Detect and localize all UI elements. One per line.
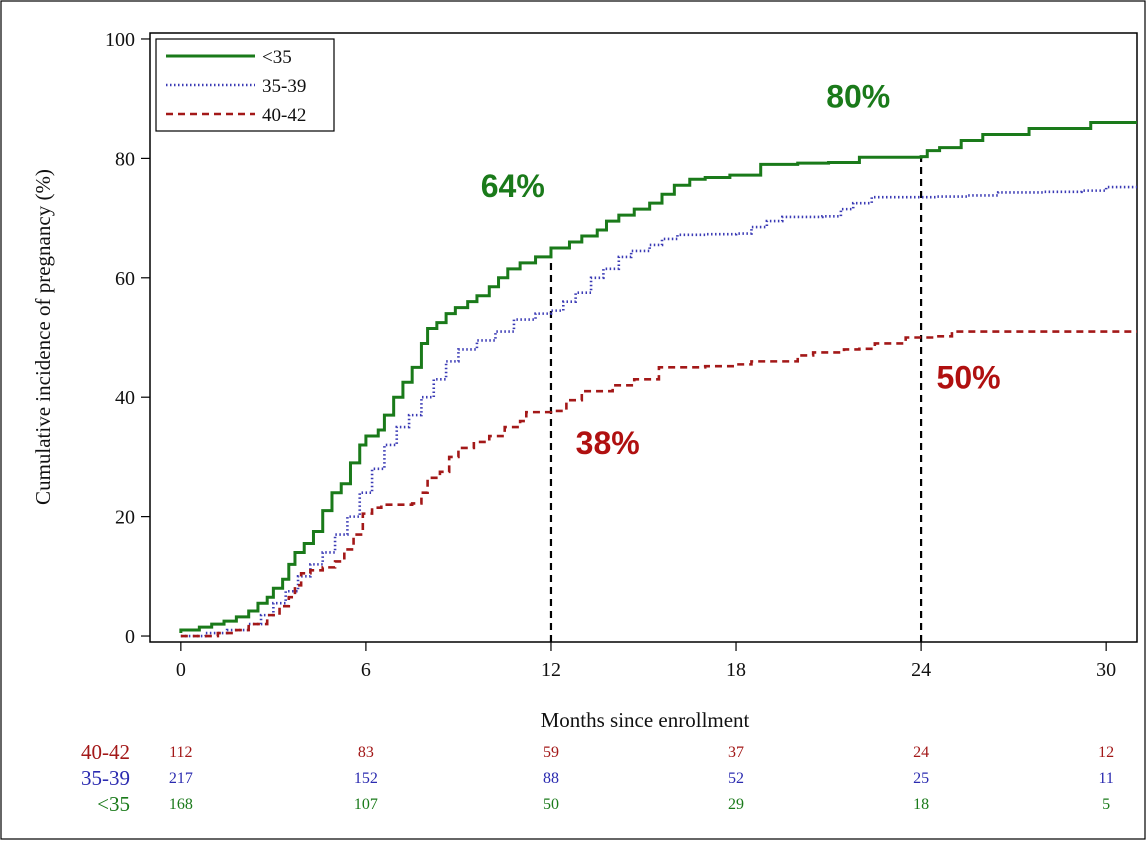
legend-label: 35-39 [262,76,306,97]
percent-annotation: 38% [576,425,640,461]
risk-value: 83 [358,744,374,761]
x-axis-label: Months since enrollment [541,708,750,732]
x-tick-label: 30 [1096,659,1116,681]
risk-value: 50 [543,796,559,813]
legend-label: 40-42 [262,105,306,126]
risk-value: 152 [354,770,378,787]
risk-table: 40-42 112 83 59 37 24 12 35-39 217 152 88 52 25 11 <35… [81,740,1114,816]
risk-value: 168 [169,796,193,813]
plot-area: 0 6 12 18 24 30 0 20 40 60 80 100 64% 80% 38% 50% [105,29,1138,681]
series-line-1 [180,185,1137,638]
series-line-2 [180,330,1137,638]
risk-value: 37 [728,744,744,761]
risk-value: 29 [728,796,744,813]
risk-value: 18 [913,796,929,813]
risk-row-label: 40-42 [81,740,130,764]
risk-value: 24 [913,744,929,761]
y-axis-label: Cumulative incidence of pregnancy (%) [31,169,55,505]
risk-value: 5 [1102,796,1110,813]
legend-box [155,38,335,132]
legend-label: <35 [262,47,292,68]
legend: <35 35-39 40-42 [155,38,335,132]
x-tick-label: 12 [541,659,561,681]
plot-frame [149,32,1138,643]
x-tick-label: 6 [361,659,371,681]
percent-annotation: 80% [826,79,890,115]
y-tick-label: 100 [105,29,135,51]
risk-row-label: <35 [97,792,130,816]
y-tick-label: 60 [115,268,135,290]
risk-value: 59 [543,744,559,761]
y-tick-label: 80 [115,148,135,170]
risk-value: 107 [354,796,378,813]
risk-value: 11 [1098,770,1113,787]
y-tick-label: 40 [115,387,135,409]
percent-annotation: 64% [481,168,545,204]
risk-value: 88 [543,770,559,787]
risk-value: 25 [913,770,929,787]
risk-value: 52 [728,770,744,787]
risk-value: 12 [1098,744,1114,761]
risk-value: 112 [169,744,192,761]
x-tick-label: 24 [911,659,931,681]
risk-row-label: 35-39 [81,766,130,790]
y-tick-label: 20 [115,507,135,529]
x-tick-label: 0 [176,659,186,681]
series-line-0 [179,121,1137,634]
x-tick-label: 18 [726,659,746,681]
y-tick-label: 0 [125,626,135,648]
percent-annotation: 50% [937,359,1001,395]
risk-value: 217 [169,770,193,787]
